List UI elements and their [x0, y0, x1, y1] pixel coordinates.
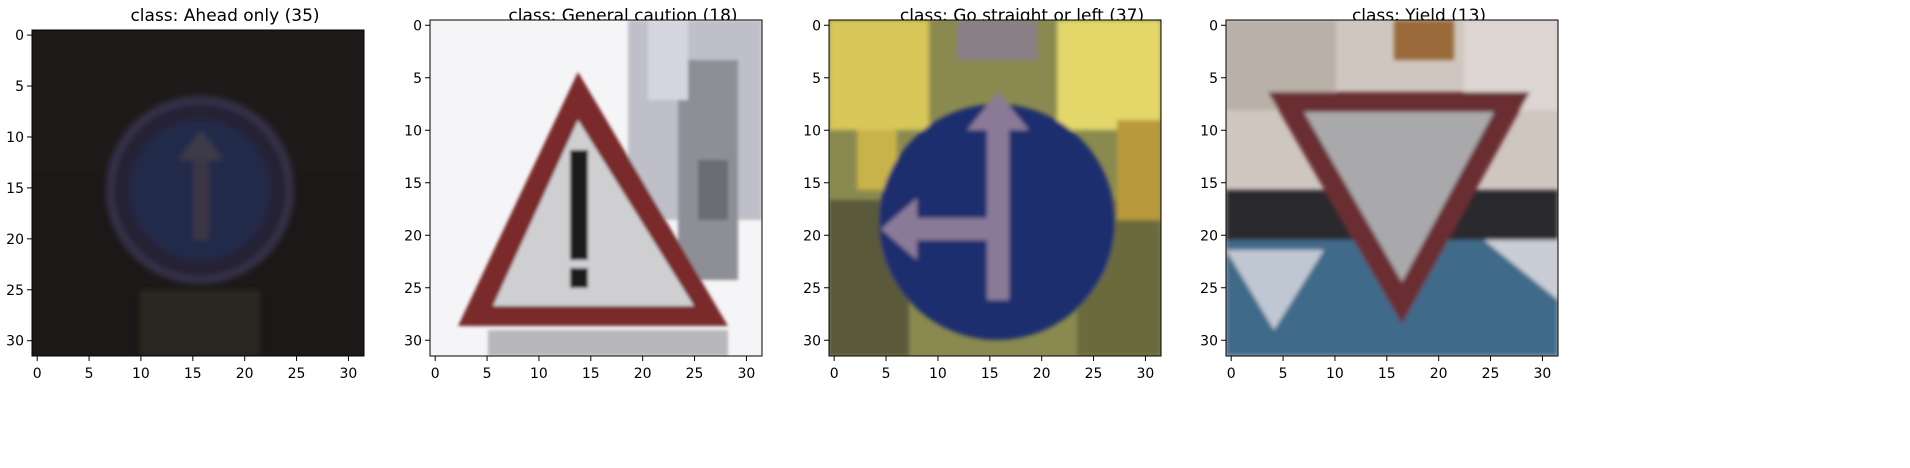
y-tick-label: 15	[404, 176, 422, 192]
y-tick-label: 20	[1200, 228, 1218, 244]
panel-title: class: Ahead only (35)	[130, 6, 320, 26]
y-tick-label: 5	[1209, 71, 1218, 87]
x-tick-label: 20	[236, 366, 254, 382]
x-tick-label: 0	[431, 366, 440, 382]
x-tick-label: 15	[184, 366, 202, 382]
y-tick-label: 20	[404, 228, 422, 244]
y-tick-label: 30	[404, 333, 422, 349]
y-tick-label: 15	[803, 176, 821, 192]
panel-axes: 0 5 10 15 20 25 30 0 5 10 15 20 25 30	[1200, 18, 1559, 382]
ahead-only-sign-image	[32, 30, 364, 356]
y-tick-label: 10	[803, 123, 821, 139]
y-tick-label: 5	[15, 79, 24, 95]
x-tick-label: 5	[483, 366, 492, 382]
y-tick-label: 30	[1200, 333, 1218, 349]
x-tick-label: 5	[85, 366, 94, 382]
x-tick-label: 15	[582, 366, 600, 382]
x-tick-label: 10	[1326, 366, 1344, 382]
x-tick-label: 10	[929, 366, 947, 382]
y-tick-label: 5	[812, 71, 821, 87]
y-tick-label: 25	[404, 281, 422, 297]
x-tick-label: 25	[288, 366, 306, 382]
y-tick-label: 5	[413, 71, 422, 87]
yield-sign-image	[1226, 20, 1558, 356]
y-tick-label: 10	[6, 130, 24, 146]
y-tick-label: 15	[1200, 176, 1218, 192]
figure-panel-2: class: General caution (18) 0 5 10 15 20 25 30…	[398, 0, 848, 468]
x-tick-label: 10	[132, 366, 150, 382]
x-tick-label: 25	[1482, 366, 1500, 382]
x-tick-label: 30	[1137, 366, 1155, 382]
x-tick-label: 0	[830, 366, 839, 382]
x-tick-label: 25	[686, 366, 704, 382]
x-tick-label: 20	[1033, 366, 1051, 382]
y-tick-label: 30	[803, 333, 821, 349]
panel-axes: 0 5 10 15 20 25 30 0 5 10 15 20 25 30	[6, 28, 365, 382]
y-tick-label: 0	[413, 18, 422, 34]
y-tick-label: 20	[803, 228, 821, 244]
x-tick-label: 20	[634, 366, 652, 382]
x-tick-label: 30	[340, 366, 358, 382]
panel-axes: 0 5 10 15 20 25 30 0 5 10 15 20 25 30	[404, 18, 763, 382]
y-tick-label: 10	[404, 123, 422, 139]
y-tick-label: 25	[803, 281, 821, 297]
x-tick-label: 5	[882, 366, 891, 382]
x-tick-label: 5	[1279, 366, 1288, 382]
go-straight-or-left-sign-image	[829, 20, 1161, 356]
x-tick-label: 30	[1534, 366, 1552, 382]
x-tick-label: 20	[1430, 366, 1448, 382]
x-tick-label: 25	[1085, 366, 1103, 382]
y-tick-label: 30	[6, 334, 24, 350]
y-tick-label: 25	[1200, 281, 1218, 297]
y-tick-label: 20	[6, 232, 24, 248]
figure-panel-4: class: Yield (13) 0 5 10 15 20 25 30 0 5 10 15 20 25…	[1194, 0, 1644, 468]
figure-panel-3: class: Go straight or left (37)	[797, 0, 1247, 468]
y-tick-label: 0	[812, 18, 821, 34]
general-caution-sign-image	[430, 20, 762, 356]
x-tick-label: 30	[738, 366, 756, 382]
y-tick-label: 15	[6, 181, 24, 197]
y-tick-label: 0	[1209, 18, 1218, 34]
y-tick-label: 0	[15, 28, 24, 44]
figure-panel-1: class: Ahead only (35) 0 5 10 15 20 25 30 0 5 10 1…	[0, 0, 450, 468]
x-tick-label: 0	[33, 366, 42, 382]
y-tick-label: 10	[1200, 123, 1218, 139]
x-tick-label: 0	[1227, 366, 1236, 382]
x-tick-label: 15	[981, 366, 999, 382]
y-tick-label: 25	[6, 283, 24, 299]
panel-axes: 0 5 10 15 20 25 30 0 5 10 15 20 25 30	[803, 18, 1162, 382]
x-tick-label: 15	[1378, 366, 1396, 382]
x-tick-label: 10	[530, 366, 548, 382]
